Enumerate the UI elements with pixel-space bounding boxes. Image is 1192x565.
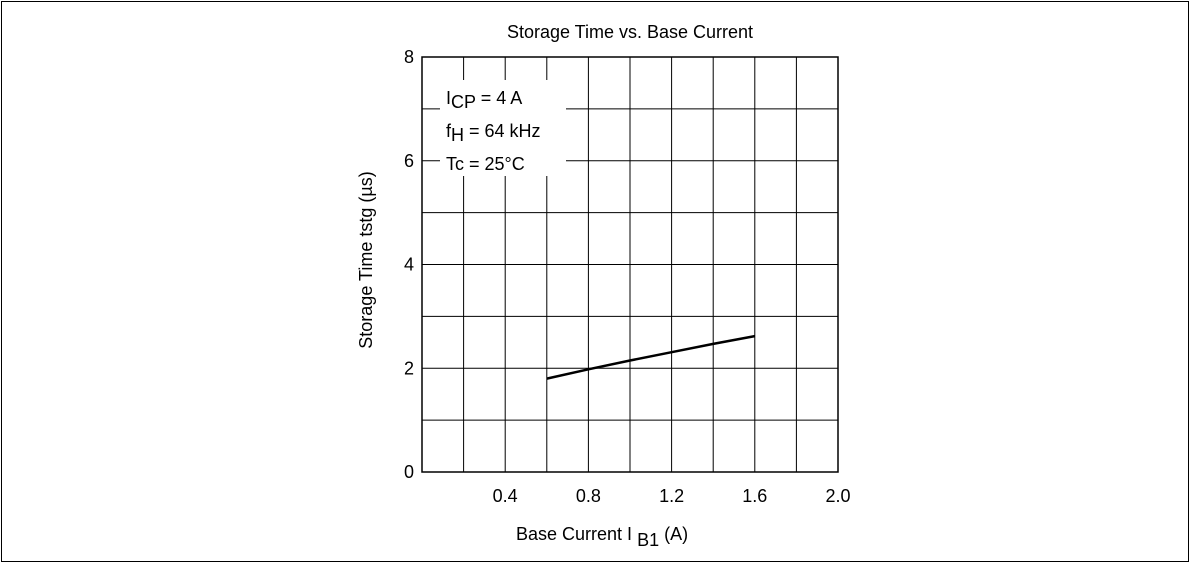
x-axis-label: Base Current I B1 (A) xyxy=(516,524,688,550)
x-tick-label: 0.4 xyxy=(493,486,518,506)
series-line xyxy=(546,334,756,380)
x-tick-label: 1.2 xyxy=(659,486,684,506)
conditions: ICP = 4 A fH = 64 kHz Tc = 25°C xyxy=(446,88,541,174)
condition-label: fH = 64 kHz xyxy=(446,121,541,145)
chart-title: Storage Time vs. Base Current xyxy=(507,22,753,42)
y-tick-label: 6 xyxy=(404,151,414,171)
y-tick-label: 8 xyxy=(404,47,414,67)
x-tick-label: 1.6 xyxy=(742,486,767,506)
x-tick-labels: 0.4 0.8 1.2 1.6 2.0 xyxy=(493,486,851,506)
y-tick-labels: 0 2 4 6 8 xyxy=(404,47,414,482)
condition-label: ICP = 4 A xyxy=(446,88,522,112)
y-axis-label: Storage Time tstg (µs) xyxy=(356,171,376,348)
series-group xyxy=(546,334,756,380)
y-tick-label: 2 xyxy=(404,358,414,378)
conditions-box xyxy=(440,80,566,176)
x-tick-label: 0.8 xyxy=(576,486,601,506)
x-tick-label: 2.0 xyxy=(825,486,850,506)
condition-label: Tc = 25°C xyxy=(446,154,525,174)
y-tick-label: 4 xyxy=(404,255,414,275)
y-tick-label: 0 xyxy=(404,462,414,482)
plot-area xyxy=(421,56,839,473)
